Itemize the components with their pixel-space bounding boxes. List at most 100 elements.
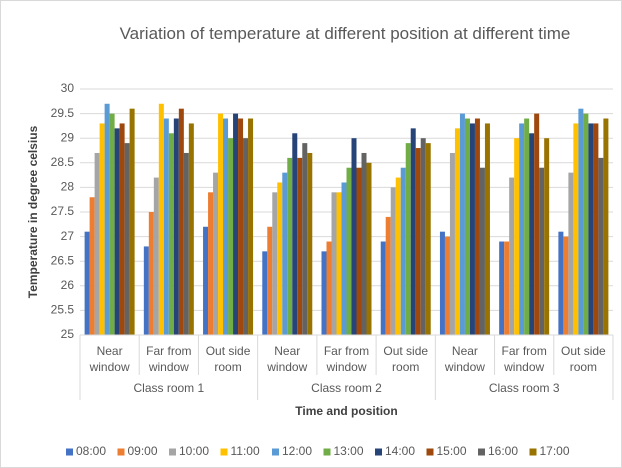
bar <box>233 113 239 335</box>
bar <box>292 133 298 335</box>
bar <box>509 177 515 335</box>
bar <box>425 143 431 335</box>
bar <box>519 123 525 335</box>
y-tick-label: 25 <box>61 327 75 341</box>
bar <box>484 123 490 335</box>
legend-swatch <box>117 448 125 456</box>
bar <box>282 172 288 335</box>
bar <box>514 138 520 335</box>
legend-label: 11:00 <box>231 444 260 458</box>
bar <box>415 148 421 335</box>
bar <box>173 118 179 336</box>
legend-label: 10:00 <box>179 444 209 458</box>
bar <box>238 118 244 336</box>
bar <box>272 192 278 335</box>
group-label: Class room 2 <box>311 381 382 395</box>
bar <box>573 123 579 335</box>
bar <box>178 108 184 336</box>
bar <box>129 108 135 336</box>
bar <box>89 197 95 335</box>
bar <box>203 226 209 335</box>
x-tick-label: Out side room <box>205 344 251 374</box>
x-tick-label: Far from window <box>146 344 192 374</box>
group-label: Class room 3 <box>489 381 560 395</box>
bar <box>603 118 609 336</box>
y-tick-label: 26 <box>61 278 75 292</box>
bar <box>109 113 115 335</box>
bar <box>223 118 229 336</box>
legend-swatch <box>426 448 434 456</box>
bar <box>534 113 540 335</box>
bar <box>114 128 120 335</box>
bar <box>449 152 455 335</box>
bar <box>99 123 105 335</box>
bar <box>385 216 391 335</box>
x-tick-label: Near window <box>444 344 485 374</box>
legend-label: 15:00 <box>437 444 467 458</box>
y-tick-label: 25.5 <box>51 303 75 317</box>
legend-label: 16:00 <box>488 444 518 458</box>
bar <box>331 192 337 335</box>
bar <box>380 241 386 335</box>
x-tick-label: Far from window <box>323 344 370 374</box>
bar <box>302 143 308 335</box>
bar <box>598 157 604 335</box>
bar <box>459 113 465 335</box>
legend-swatch <box>375 448 382 456</box>
bar <box>168 133 174 335</box>
bar <box>420 138 426 335</box>
bar <box>593 123 599 335</box>
bar <box>143 246 149 335</box>
bar <box>390 187 396 335</box>
bar <box>218 113 224 335</box>
bar <box>405 143 411 335</box>
bar <box>454 128 460 335</box>
bar <box>153 177 159 335</box>
bar <box>208 192 214 335</box>
bar <box>539 167 545 335</box>
bar <box>578 108 584 336</box>
bar <box>341 182 347 335</box>
bar <box>558 231 564 335</box>
bar <box>277 182 283 335</box>
bar <box>444 236 450 335</box>
bar <box>307 152 313 335</box>
bar <box>267 226 273 335</box>
x-tick-label: Near window <box>89 344 130 374</box>
y-tick-label: 28.5 <box>51 155 75 169</box>
legend-swatch <box>272 448 279 456</box>
y-axis-title: Temperature in degree celsius <box>26 125 40 298</box>
bar <box>94 152 100 335</box>
bar <box>563 236 569 335</box>
legend-swatch <box>478 448 485 456</box>
bar <box>213 172 219 335</box>
bar <box>336 192 342 335</box>
bar <box>158 103 164 335</box>
bar <box>163 118 169 336</box>
x-tick-label: Out side room <box>383 344 429 374</box>
legend-swatch <box>529 448 537 456</box>
bar <box>188 123 194 335</box>
y-tick-label: 26.5 <box>51 253 75 267</box>
legend-swatch <box>220 448 228 456</box>
bar <box>243 138 249 335</box>
bar <box>84 231 90 335</box>
y-tick-label: 27 <box>61 229 75 243</box>
bar <box>351 138 357 335</box>
bar <box>148 212 154 335</box>
legend-label: 14:00 <box>385 444 415 458</box>
legend-swatch <box>323 448 331 456</box>
x-tick-label: Far from window <box>501 344 547 374</box>
chart-title: Variation of temperature at different po… <box>119 24 571 43</box>
x-tick-label: Near window <box>267 344 308 374</box>
bar <box>464 118 470 336</box>
bar <box>400 167 406 335</box>
bar <box>439 231 445 335</box>
bar <box>504 241 510 335</box>
x-axis-title: Time and position <box>295 404 397 418</box>
bar <box>583 113 589 335</box>
bar <box>361 152 367 335</box>
bar <box>524 118 530 336</box>
